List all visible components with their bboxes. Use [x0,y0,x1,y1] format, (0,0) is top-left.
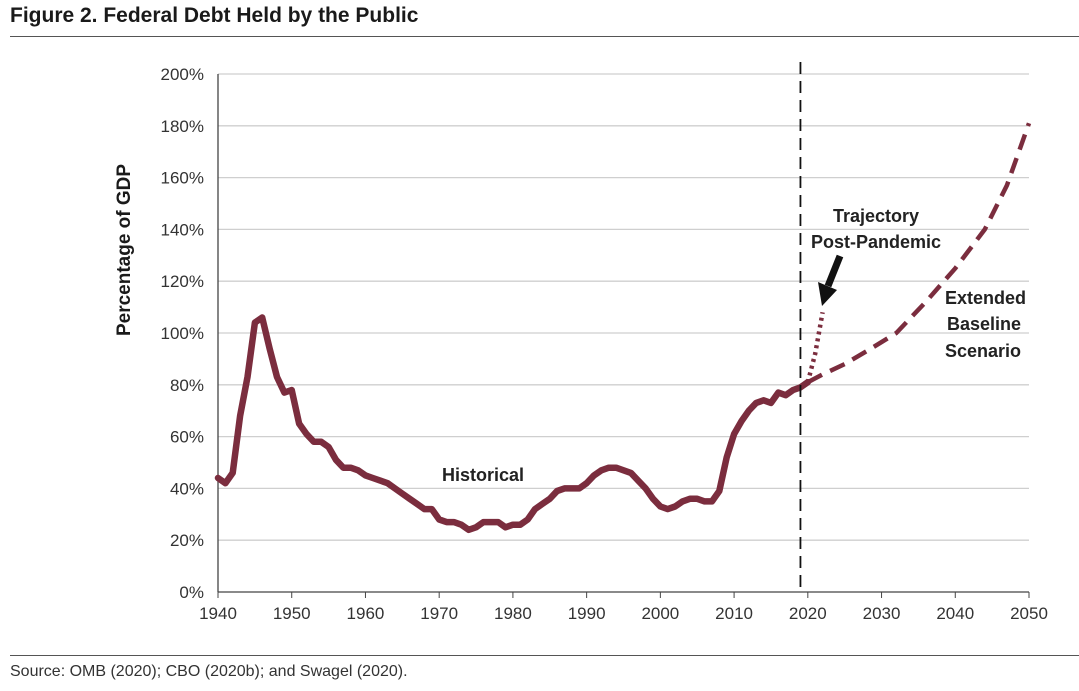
x-tick-label: 2000 [641,604,679,623]
axes [217,74,1030,598]
y-tick-labels: 0% 20% 40% 60% 80% 100% 120% 140% 160% 180% 200% [161,65,204,602]
y-tick-label: 160% [161,169,204,188]
x-tick-label: 2050 [1010,604,1048,623]
x-tick-label: 1940 [199,604,237,623]
grid-lines [218,73,1029,541]
y-tick-label: 180% [161,117,204,136]
series-line-trajectory-post-pandemic [805,311,825,383]
y-tick-label: 60% [170,428,204,447]
x-tick-label: 1960 [347,604,385,623]
x-tick-label: 2010 [715,604,753,623]
x-tick-label: 1980 [494,604,532,623]
x-tick-label: 1970 [420,604,458,623]
y-axis-label: Percentage of GDP [114,164,135,336]
x-tick-labels: 1940 1950 1960 1970 1980 1990 2000 2010 2020 2030… [199,604,1048,623]
x-tick-label: 2020 [789,604,827,623]
y-tick-label: 200% [161,65,204,84]
annotation-trajectory-line2: Post-Pandemic [811,232,941,252]
data-series [214,122,1032,534]
y-tick-label: 40% [170,479,204,498]
y-tick-label: 100% [161,324,204,343]
debt-chart: 0% 20% 40% 60% 80% 100% 120% 140% 160% 180% 200% 1… [114,62,1048,623]
figure-title: Figure 2. Federal Debt Held by the Publi… [10,4,419,27]
annotation-trajectory-line1: Trajectory [833,206,919,226]
annotation-baseline-line3: Scenario [945,341,1021,361]
y-tick-label: 140% [161,220,204,239]
y-tick-label: 120% [161,272,204,291]
x-tick-label: 1950 [273,604,311,623]
title-divider [10,36,1079,37]
source-note: Source: OMB (2020); CBO (2020b); and Swa… [10,663,408,680]
y-tick-label: 80% [170,376,204,395]
x-tick-label: 2040 [936,604,974,623]
trajectory-arrow [818,254,844,306]
y-tick-label: 20% [170,531,204,550]
series-line-extended-baseline [806,122,1032,385]
arrow-head-icon [818,282,837,306]
annotation-historical: Historical [442,465,524,485]
source-divider [10,655,1079,656]
annotation-baseline-line2: Baseline [947,314,1021,334]
x-tick-label: 2030 [863,604,901,623]
x-tick-label: 1990 [568,604,606,623]
series-line-historical [214,314,812,534]
y-tick-label: 0% [179,583,204,602]
annotation-baseline-line1: Extended [945,288,1026,308]
arrow-shaft [824,254,844,288]
